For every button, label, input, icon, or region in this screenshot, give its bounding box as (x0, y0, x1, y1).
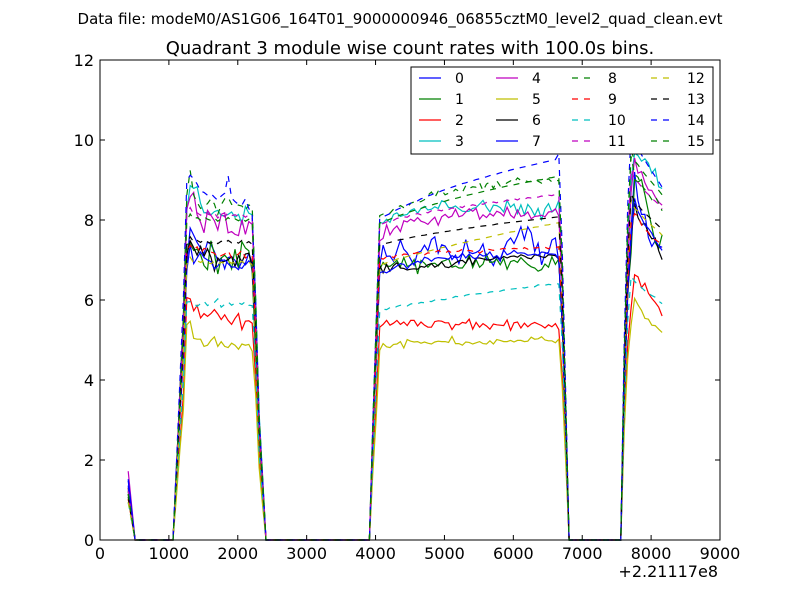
y-tick-label: 2 (84, 451, 94, 470)
legend-label-3: 3 (455, 134, 464, 150)
legend-label-14: 14 (687, 113, 705, 129)
x-offset-label: +2.21117e8 (618, 562, 718, 581)
suptitle: Data file: modeM0/AS1G06_164T01_90000009… (78, 10, 723, 29)
x-tick-label: 4000 (355, 544, 396, 563)
legend-box (410, 66, 714, 155)
x-tick-label: 3000 (286, 544, 327, 563)
y-tick-label: 4 (84, 371, 94, 390)
y-tick-label: 0 (84, 531, 94, 550)
x-tick-label: 8000 (631, 544, 672, 563)
series-line-10 (127, 274, 663, 541)
y-tick-label: 6 (84, 291, 94, 310)
x-tick-label: 1000 (149, 544, 190, 563)
legend-label-5: 5 (532, 92, 541, 108)
series-line-13 (127, 192, 663, 541)
x-tick-label: 9000 (700, 544, 741, 563)
legend-label-13: 13 (687, 92, 705, 108)
chart-title: Quadrant 3 module wise count rates with … (166, 38, 655, 59)
legend-label-7: 7 (532, 134, 541, 150)
legend-label-12: 12 (687, 71, 705, 87)
x-tick-label: 5000 (424, 544, 465, 563)
legend-label-6: 6 (532, 113, 541, 129)
plot-area: 0 1000 2000 3000 4000 5000 6000 7000 8000 9000 0 2 4… (74, 51, 741, 563)
legend-label-15: 15 (687, 134, 705, 150)
x-tick-label: 6000 (493, 544, 534, 563)
legend-label-9: 9 (608, 92, 617, 108)
legend-label-10: 10 (608, 113, 626, 129)
y-tick-label: 8 (84, 211, 94, 230)
y-tick-label: 10 (74, 131, 94, 150)
legend-label-11: 11 (608, 134, 626, 150)
legend-label-2: 2 (455, 113, 464, 129)
series-line-15 (127, 150, 663, 541)
legend-label-8: 8 (608, 71, 617, 87)
y-tick-label: 12 (74, 51, 94, 70)
legend-label-4: 4 (532, 71, 541, 87)
legend-label-1: 1 (455, 92, 464, 108)
legend-label-0: 0 (455, 71, 464, 87)
x-tick-label: 2000 (217, 544, 258, 563)
x-tick-label: 7000 (562, 544, 603, 563)
x-tick-label: 0 (95, 544, 105, 563)
axis-ticks: 0 1000 2000 3000 4000 5000 6000 7000 8000 9000 0 2 4… (74, 51, 741, 563)
